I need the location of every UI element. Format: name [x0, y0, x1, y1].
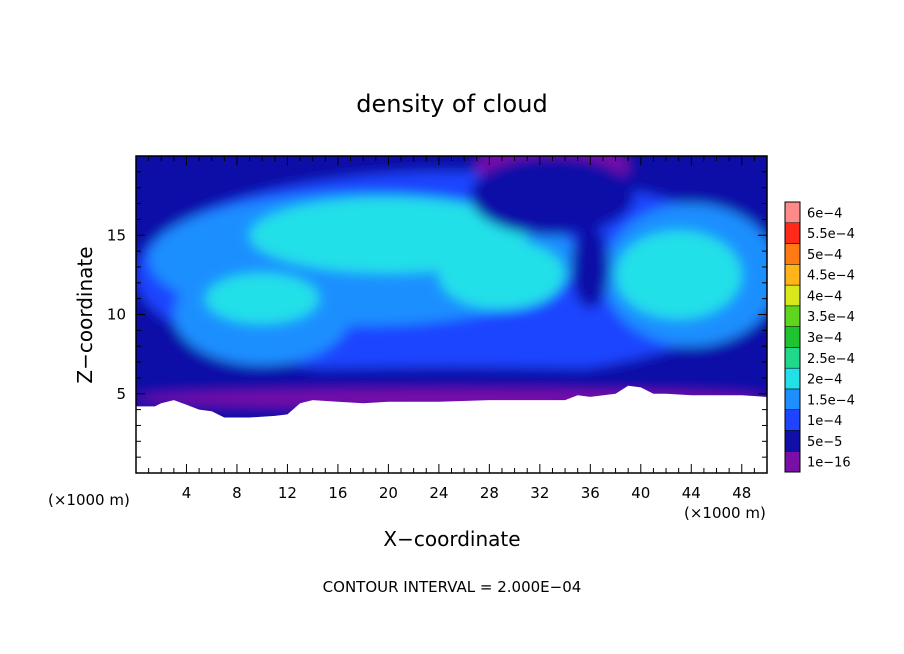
- y-tick-label: 15: [107, 226, 126, 244]
- y-axis-label: Z−coordinate: [73, 246, 97, 383]
- colorbar-frame: [784, 201, 801, 473]
- colorbar-label: 1.5e−4: [807, 393, 855, 408]
- colorbar-label: 5e−4: [807, 248, 842, 263]
- field-region: [615, 230, 742, 320]
- colorbar-swatch: [784, 367, 801, 390]
- colorbar-label: 3e−4: [807, 331, 842, 346]
- colorbar-swatch: [784, 326, 801, 348]
- colorbar-label: 4.5e−4: [807, 269, 855, 284]
- x-tick-label: 32: [530, 484, 549, 502]
- x-tick-label: 4: [182, 484, 192, 502]
- field-region: [571, 225, 610, 309]
- colorbar-swatch: [784, 243, 801, 265]
- colorbar-swatch: [784, 388, 801, 410]
- x-unit-label-right: (×1000 m): [684, 504, 766, 522]
- y-tick-label: 10: [107, 306, 126, 324]
- terrain-mask: [136, 385, 767, 473]
- x-tick-label: 8: [232, 484, 242, 502]
- x-tick-label: 48: [732, 484, 751, 502]
- colorbar-swatch: [784, 409, 801, 431]
- x-axis: 4 8 12 16 20 24 28 32 36 40 44 48: [148, 156, 755, 502]
- plot-area: [136, 156, 767, 473]
- colorbar-swatch: [784, 450, 801, 473]
- colorbar-swatch: [784, 222, 801, 244]
- x-tick-label: 28: [480, 484, 499, 502]
- colorbar-swatch: [784, 305, 801, 327]
- field-region: [470, 156, 635, 236]
- colorbar-legend: 1e−16 5e−5 1e−4 1.5e−4 2e−4 2.5e−4 3e−4 3.5e−4 4…: [784, 201, 855, 473]
- colorbar-label: 1e−4: [807, 414, 842, 429]
- x-tick-label: 16: [328, 484, 347, 502]
- colorbar-label: 6e−4: [807, 206, 842, 221]
- colorbar-swatch: [784, 284, 801, 307]
- chart-title: density of cloud: [356, 90, 547, 118]
- colorbar-swatch: [784, 264, 801, 286]
- colorbar-label: 5e−5: [807, 435, 842, 450]
- colorbar-label: 3.5e−4: [807, 310, 855, 325]
- x-tick-label: 12: [278, 484, 297, 502]
- field-region: [438, 240, 566, 310]
- colorbar-swatch: [784, 430, 801, 452]
- x-tick-label: 40: [631, 484, 650, 502]
- x-axis-label: X−coordinate: [383, 527, 520, 551]
- density-field: [136, 156, 767, 473]
- x-unit-label-left: (×1000 m): [48, 491, 130, 509]
- colorbar-swatch: [784, 347, 801, 369]
- colorbar-label: 2.5e−4: [807, 352, 855, 367]
- colorbar-label: 4e−4: [807, 289, 842, 304]
- x-tick-label: 44: [682, 484, 701, 502]
- contour-interval-footer: CONTOUR INTERVAL = 2.000E−04: [323, 578, 582, 596]
- colorbar-swatch: [784, 201, 801, 224]
- colorbar-label: 5.5e−4: [807, 227, 855, 242]
- x-tick-label: 20: [379, 484, 398, 502]
- colorbar-label: 2e−4: [807, 373, 842, 388]
- x-tick-label: 24: [429, 484, 448, 502]
- y-axis: 5 10 15: [107, 171, 767, 458]
- colorbar-label: 1e−16: [807, 456, 851, 471]
- y-tick-label: 5: [116, 385, 126, 403]
- x-tick-label: 36: [581, 484, 600, 502]
- field-region: [205, 273, 319, 325]
